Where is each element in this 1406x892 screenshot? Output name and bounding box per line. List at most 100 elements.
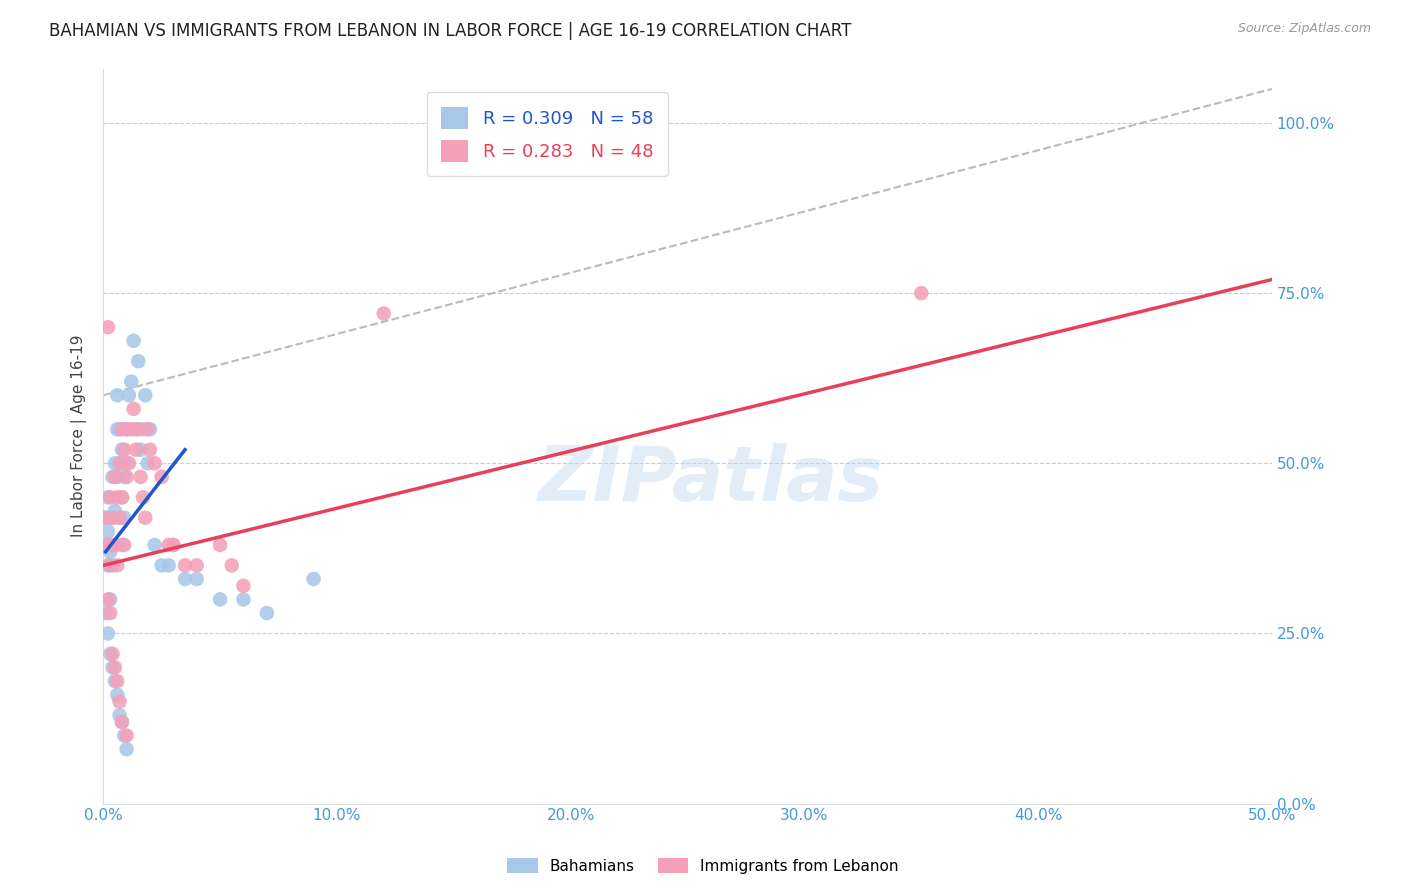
Point bbox=[105, 388, 128, 402]
Point bbox=[302, 572, 325, 586]
Point bbox=[118, 456, 141, 470]
Point bbox=[125, 422, 148, 436]
Point bbox=[104, 538, 127, 552]
Point bbox=[101, 538, 124, 552]
Point bbox=[115, 422, 138, 436]
Point bbox=[98, 510, 121, 524]
Point bbox=[108, 510, 131, 524]
Point bbox=[98, 647, 121, 661]
Point bbox=[108, 456, 131, 470]
Point bbox=[104, 660, 127, 674]
Point bbox=[105, 491, 128, 505]
Point bbox=[127, 354, 149, 368]
Point bbox=[112, 729, 135, 743]
Point bbox=[98, 558, 121, 573]
Point bbox=[186, 572, 208, 586]
Text: BAHAMIAN VS IMMIGRANTS FROM LEBANON IN LABOR FORCE | AGE 16-19 CORRELATION CHART: BAHAMIAN VS IMMIGRANTS FROM LEBANON IN L… bbox=[49, 22, 852, 40]
Point bbox=[129, 470, 152, 484]
Point bbox=[98, 538, 121, 552]
Point bbox=[127, 422, 149, 436]
Point bbox=[98, 491, 121, 505]
Point bbox=[94, 510, 117, 524]
Point bbox=[98, 606, 121, 620]
Point bbox=[105, 688, 128, 702]
Point bbox=[134, 510, 156, 524]
Point bbox=[112, 470, 135, 484]
Point bbox=[97, 538, 120, 552]
Point bbox=[105, 674, 128, 689]
Point bbox=[97, 626, 120, 640]
Point bbox=[115, 742, 138, 756]
Text: Source: ZipAtlas.com: Source: ZipAtlas.com bbox=[1237, 22, 1371, 36]
Point bbox=[108, 694, 131, 708]
Point bbox=[129, 442, 152, 457]
Text: ZIPatlas: ZIPatlas bbox=[538, 443, 884, 517]
Point bbox=[98, 592, 121, 607]
Point bbox=[111, 442, 134, 457]
Point bbox=[143, 538, 166, 552]
Point bbox=[112, 538, 135, 552]
Point bbox=[115, 456, 138, 470]
Point bbox=[108, 422, 131, 436]
Point bbox=[120, 375, 142, 389]
Point bbox=[132, 491, 155, 505]
Point bbox=[157, 558, 180, 573]
Point bbox=[104, 538, 127, 552]
Point bbox=[209, 538, 232, 552]
Point bbox=[174, 558, 197, 573]
Point bbox=[256, 606, 278, 620]
Legend: R = 0.309   N = 58, R = 0.283   N = 48: R = 0.309 N = 58, R = 0.283 N = 48 bbox=[427, 92, 668, 176]
Point bbox=[232, 592, 254, 607]
Point bbox=[120, 422, 142, 436]
Point bbox=[108, 456, 131, 470]
Point bbox=[97, 524, 120, 539]
Point bbox=[115, 470, 138, 484]
Point bbox=[94, 606, 117, 620]
Point bbox=[105, 470, 128, 484]
Point bbox=[111, 491, 134, 505]
Point bbox=[209, 592, 232, 607]
Point bbox=[101, 510, 124, 524]
Point bbox=[221, 558, 243, 573]
Point bbox=[94, 510, 117, 524]
Point bbox=[104, 674, 127, 689]
Point bbox=[118, 388, 141, 402]
Point bbox=[97, 592, 120, 607]
Point bbox=[105, 558, 128, 573]
Point bbox=[132, 422, 155, 436]
Point bbox=[232, 579, 254, 593]
Point bbox=[101, 647, 124, 661]
Point bbox=[122, 334, 145, 348]
Point bbox=[97, 558, 120, 573]
Point bbox=[101, 510, 124, 524]
Point bbox=[105, 422, 128, 436]
Point bbox=[139, 442, 162, 457]
Point bbox=[108, 708, 131, 723]
Point bbox=[97, 491, 120, 505]
Point bbox=[101, 470, 124, 484]
Point bbox=[174, 572, 197, 586]
Point bbox=[162, 538, 184, 552]
Point bbox=[150, 558, 173, 573]
Point bbox=[111, 491, 134, 505]
Point bbox=[139, 422, 162, 436]
Point bbox=[373, 307, 395, 321]
Point bbox=[111, 538, 134, 552]
Point bbox=[104, 504, 127, 518]
Point bbox=[111, 714, 134, 729]
Point bbox=[111, 714, 134, 729]
Point bbox=[134, 388, 156, 402]
Point bbox=[104, 456, 127, 470]
Point bbox=[98, 545, 121, 559]
Point bbox=[115, 729, 138, 743]
Point bbox=[104, 470, 127, 484]
Point bbox=[136, 456, 159, 470]
Y-axis label: In Labor Force | Age 16-19: In Labor Force | Age 16-19 bbox=[72, 334, 87, 537]
Point bbox=[136, 422, 159, 436]
Point bbox=[112, 442, 135, 457]
Legend: Bahamians, Immigrants from Lebanon: Bahamians, Immigrants from Lebanon bbox=[501, 852, 905, 880]
Point bbox=[122, 401, 145, 416]
Point bbox=[101, 660, 124, 674]
Point bbox=[111, 422, 134, 436]
Point bbox=[112, 510, 135, 524]
